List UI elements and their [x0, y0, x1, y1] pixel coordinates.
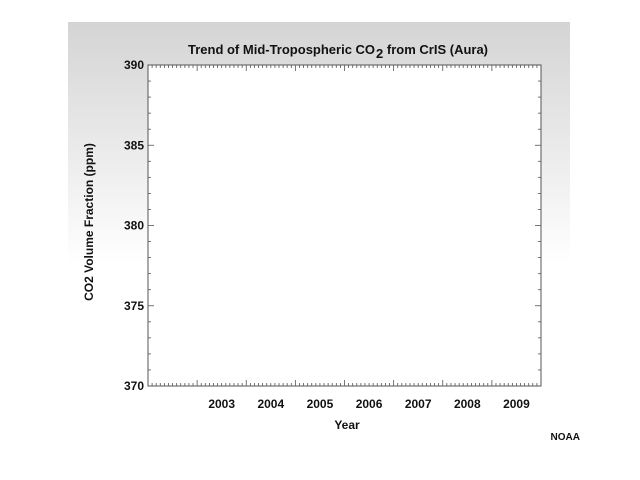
chart-title-main: Trend of Mid-Tropospheric CO: [187, 42, 376, 57]
x-axis-label: Year: [334, 418, 360, 432]
x-tick-labels: 2003 2004 2005 2006 2007 2008 2009: [208, 397, 530, 411]
chart-title: Trend of Mid-Tropospheric CO2 from CrIS …: [148, 42, 528, 61]
x-tick-label: 2005: [307, 397, 334, 411]
x-tick-label: 2009: [503, 397, 530, 411]
y-tick-labels: 370 375 380 385 390: [124, 58, 144, 393]
axis-ticks: [147, 64, 542, 387]
y-tick-label: 385: [124, 138, 144, 152]
x-tick-label: 2003: [208, 397, 235, 411]
y-tick-label: 380: [124, 219, 144, 233]
x-tick-label: 2004: [257, 397, 284, 411]
chart-title-subscript: 2: [376, 46, 384, 61]
x-tick-label: 2007: [405, 397, 432, 411]
credit-label: NOAA: [550, 432, 580, 443]
y-axis-label: CO2 Volume Fraction (ppm): [82, 143, 96, 301]
y-tick-label: 370: [124, 379, 144, 393]
y-tick-label: 375: [124, 299, 144, 313]
chart-title-tail: from CrIS (Aura): [383, 42, 489, 57]
plot-area: [147, 64, 542, 387]
y-tick-label: 390: [124, 58, 144, 72]
x-tick-label: 2006: [356, 397, 383, 411]
x-tick-label: 2008: [454, 397, 481, 411]
